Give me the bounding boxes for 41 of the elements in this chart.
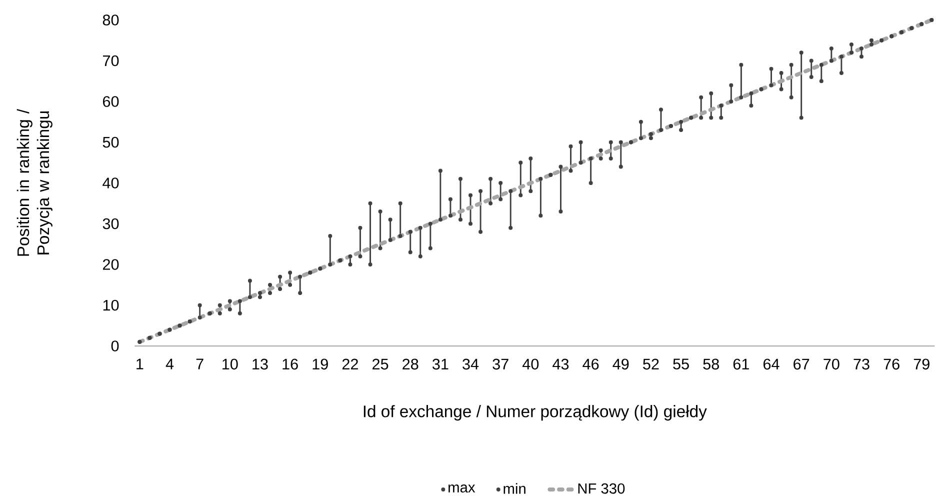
y-tick-label: 20 — [103, 259, 119, 270]
y-tick-label: 80 — [102, 14, 119, 26]
x-tick-label: 67 — [794, 358, 810, 370]
legend-label: max — [448, 484, 476, 493]
x-tick-label: 52 — [643, 358, 659, 370]
x-tick-label: 13 — [252, 358, 268, 370]
x-tick-label: 28 — [402, 358, 418, 370]
legend-label: min — [504, 483, 526, 494]
y-tick-label: 30 — [102, 218, 119, 230]
y-tick-label: 10 — [103, 300, 119, 311]
y-axis-title: Position in ranking / Pozycja w rankingu — [16, 108, 52, 256]
x-tick-label: 4 — [166, 358, 174, 370]
x-tick-label: 10 — [222, 358, 238, 370]
x-tick-label: 40 — [522, 358, 539, 370]
x-tick-label: 76 — [884, 358, 900, 370]
y-tick-label: 70 — [103, 55, 119, 66]
x-tick-label: 7 — [196, 358, 204, 370]
x-tick-label: 64 — [764, 358, 780, 370]
x-tick-label: 16 — [282, 358, 298, 370]
y-tick-label: 50 — [102, 136, 119, 148]
x-tick-label: 55 — [673, 358, 689, 370]
x-tick-label: 1 — [136, 358, 144, 370]
y-tick-label: 60 — [103, 96, 119, 107]
x-tick-label: 70 — [824, 358, 840, 370]
x-tick-label: 61 — [733, 358, 749, 370]
x-tick-label: 37 — [492, 358, 508, 370]
x-axis-title: Id of exchange / Numer porządkowy (Id) giełdy — [364, 405, 707, 421]
x-tick-label: 79 — [914, 358, 930, 370]
x-tick-label: 49 — [612, 358, 629, 370]
legend-label: NF 330 — [578, 483, 625, 494]
y-tick-label: 40 — [102, 178, 119, 188]
x-tick-label: 73 — [854, 358, 870, 370]
x-tick-label: 43 — [552, 358, 569, 370]
x-tick-label: 46 — [582, 358, 599, 370]
x-tick-label: 25 — [372, 358, 388, 370]
y-tick-label: 0 — [111, 340, 119, 352]
x-tick-label: 22 — [342, 358, 358, 370]
x-tick-label: 58 — [703, 358, 719, 370]
x-tick-label: 19 — [312, 358, 328, 370]
x-tick-label: 31 — [432, 358, 448, 370]
x-tick-label: 34 — [462, 358, 479, 370]
